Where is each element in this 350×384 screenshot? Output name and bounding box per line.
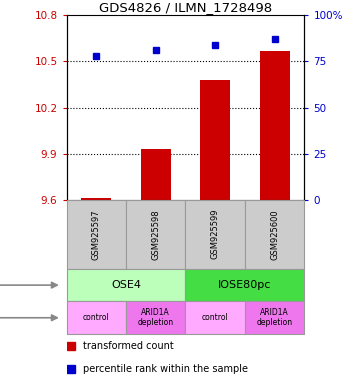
Bar: [200, 80, 230, 200]
Bar: [66, 200, 126, 269]
Text: transformed count: transformed count: [83, 341, 174, 351]
Bar: [186, 301, 245, 334]
Text: control: control: [202, 313, 229, 322]
Text: GSM925600: GSM925600: [270, 209, 279, 260]
Bar: [81, 198, 111, 200]
Text: control: control: [83, 313, 110, 322]
Bar: [245, 200, 304, 269]
Text: OSE4: OSE4: [111, 280, 141, 290]
Text: GSM925598: GSM925598: [151, 209, 160, 260]
Text: ARID1A
depletion: ARID1A depletion: [257, 308, 293, 328]
Text: ARID1A
depletion: ARID1A depletion: [138, 308, 174, 328]
Bar: [66, 269, 186, 301]
Title: GDS4826 / ILMN_1728498: GDS4826 / ILMN_1728498: [99, 1, 272, 14]
Bar: [245, 301, 304, 334]
Text: GSM925597: GSM925597: [92, 209, 101, 260]
Bar: [260, 51, 290, 200]
Text: GSM925599: GSM925599: [211, 209, 220, 260]
Bar: [126, 200, 186, 269]
Bar: [186, 200, 245, 269]
Text: IOSE80pc: IOSE80pc: [218, 280, 272, 290]
Text: percentile rank within the sample: percentile rank within the sample: [83, 364, 248, 374]
Bar: [66, 301, 126, 334]
Bar: [186, 269, 304, 301]
Bar: [141, 149, 171, 200]
Bar: [126, 301, 186, 334]
